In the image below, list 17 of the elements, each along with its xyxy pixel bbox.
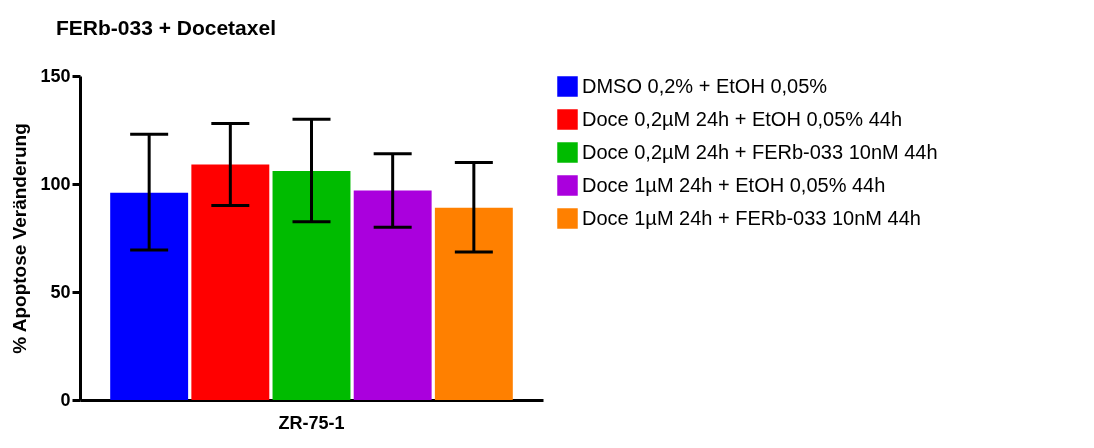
y-tick-label: 0: [60, 389, 71, 410]
legend-label: Doce 0,2µM 24h + EtOH 0,05% 44h: [582, 107, 903, 130]
y-tick-label: 100: [40, 173, 71, 194]
bar: [272, 171, 351, 400]
y-axis-title: % Apoptose Veränderung: [9, 123, 31, 354]
legend-label: Doce 1µM 24h + FERb-033 10nM 44h: [582, 206, 921, 229]
chart-title: FERb-033 + Docetaxel: [55, 16, 276, 39]
y-tick-label: 50: [50, 281, 71, 302]
y-tick-label: 150: [40, 65, 71, 86]
legend-label: Doce 0,2µM 24h + FERb-033 10nM 44h: [582, 140, 938, 163]
bar: [110, 192, 189, 400]
bar: [434, 207, 513, 400]
bar: [191, 164, 270, 400]
bar: [353, 190, 432, 400]
legend-label: DMSO 0,2% + EtOH 0,05%: [582, 74, 828, 97]
x-tick-label: ZR-75-1: [278, 412, 345, 433]
legend-label: Doce 1µM 24h + EtOH 0,05% 44h: [582, 173, 886, 196]
